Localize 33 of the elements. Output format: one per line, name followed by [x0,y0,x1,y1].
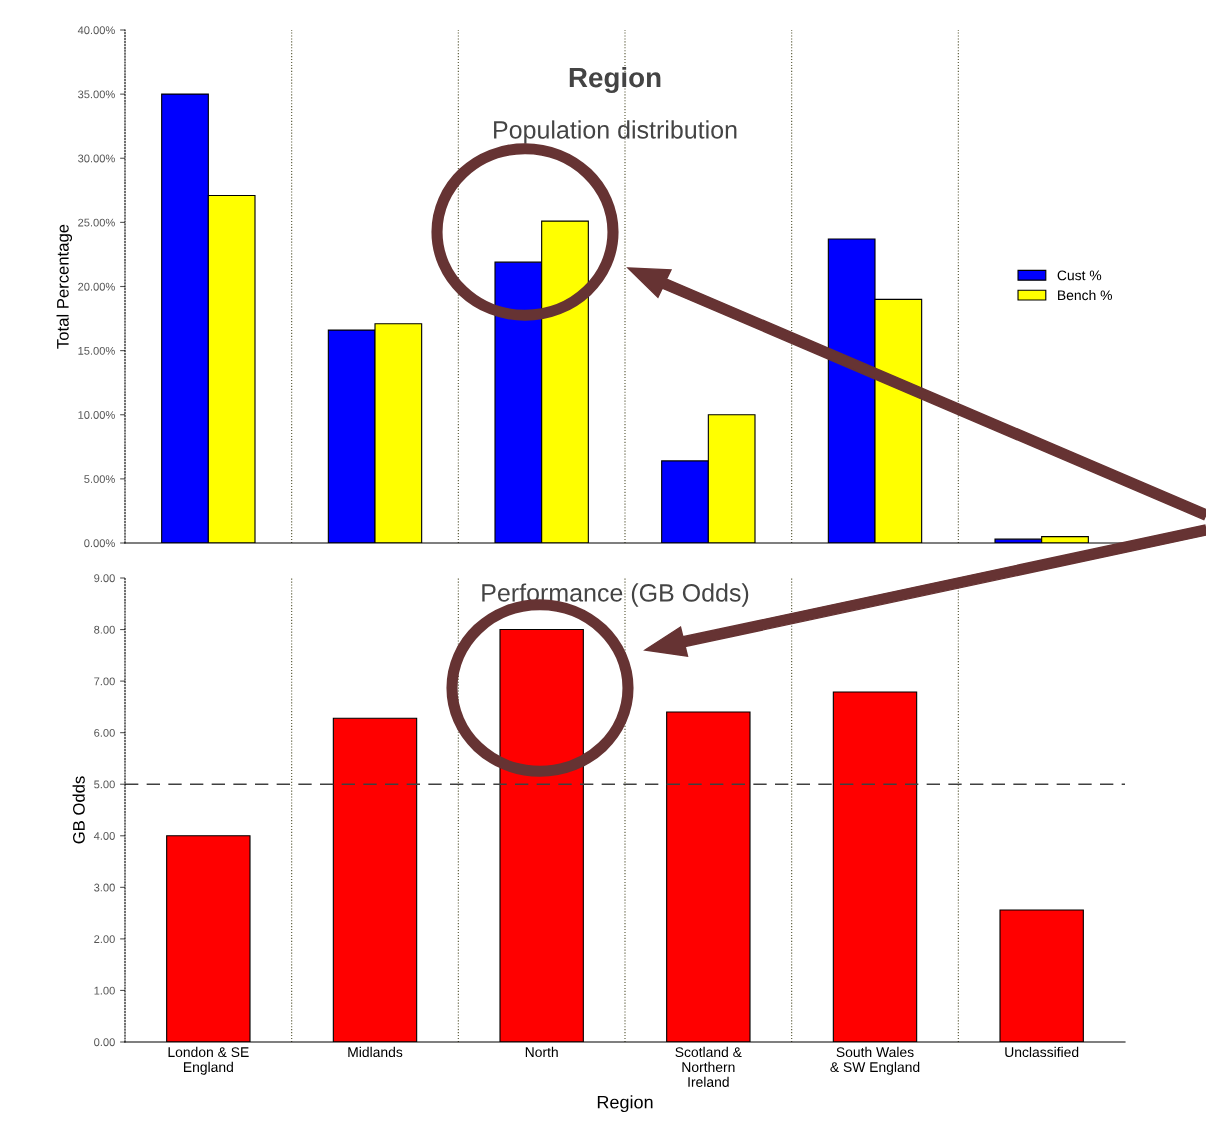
text: Region [569,66,661,94]
y-tick-label: 5.00 [94,780,115,789]
x-tick-label: London & SE England [168,1046,249,1075]
y-tick-label: 4.00 [93,832,115,840]
y-tick-label: 6.00 [94,728,115,737]
chart-title: Performance (GB Odds) [482,583,749,607]
y-tick-label: 8.00 [94,625,115,634]
legend-label: Cust % [1057,270,1102,281]
x-tick-label: North [525,1046,558,1058]
y-axis-title: Total Percentage [56,224,73,349]
y-axis-title: GB Odds [72,776,85,844]
y-tick-label: 9.00 [94,574,115,583]
y-tick-label: 7.00 [94,677,115,686]
legend-label: Bench % [1058,289,1113,301]
y-tick-label: 10.00% [78,411,115,419]
y-tick-label: 5.00% [84,475,115,484]
y-tick-label: 40.00% [77,26,115,35]
x-tick-label: Midlands [348,1046,403,1058]
y-tick-label: 20.00% [78,282,115,291]
x-tick-label: Unclassified [1005,1046,1079,1058]
x-tick-label: Scotland & Northern Ireland [675,1046,742,1087]
y-tick-label: 3.00 [94,883,115,892]
y-tick-label: 15.00% [78,346,115,355]
y-tick-label: 0.00 [94,1038,115,1047]
x-tick-label: South Wales & SW England [830,1046,920,1075]
y-tick-label: 35.00% [78,90,115,99]
text: Population distribution [494,120,737,144]
y-tick-label: 30.00% [78,154,115,163]
y-tick-label: 0.00% [84,539,115,548]
y-tick-label: 25.00% [78,218,115,227]
y-tick-label: 1.00 [94,986,115,995]
y-tick-label: 2.00 [94,935,115,944]
x-axis-title: Region [597,1095,653,1113]
